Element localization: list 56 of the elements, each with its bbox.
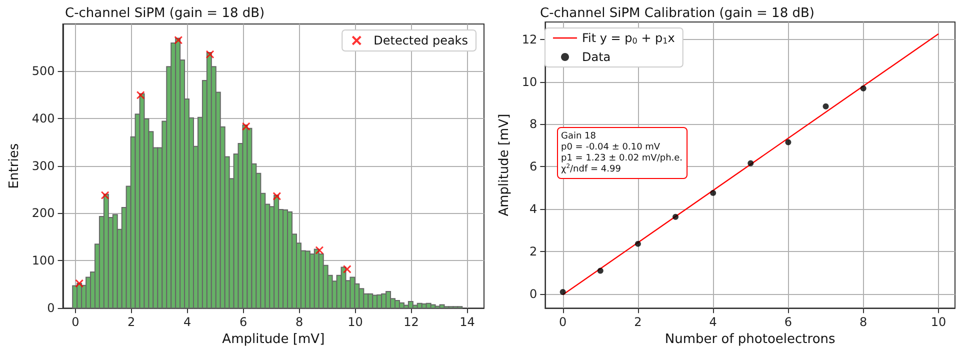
point (272, 192, 282, 200)
point (75, 279, 84, 288)
x-tick-label: 0 (559, 315, 567, 330)
y-axis-title: Entries (7, 143, 22, 189)
point (785, 139, 792, 146)
x-tick-label: 10 (348, 315, 363, 330)
point (242, 122, 250, 131)
x-tick-label: 10 (930, 315, 946, 330)
y-tick-label: 0 (47, 301, 55, 316)
y-tick-label: 400 (32, 111, 55, 126)
point (710, 190, 716, 196)
point (206, 50, 214, 59)
point (100, 190, 110, 200)
annotation: p0 = -0.04 ± 0.10 mV (561, 142, 661, 152)
annotation: p1 = 1.23 ± 0.02 mV/ph.e. (561, 154, 683, 164)
x-axis-title: Number of photoelectrons (664, 332, 836, 347)
point (597, 268, 604, 274)
point (136, 90, 145, 100)
x-tick-label: 14 (460, 315, 475, 330)
x-axis-title: Amplitude [mV] (222, 332, 325, 347)
y-tick-label: 500 (32, 64, 55, 78)
point (672, 214, 679, 220)
annotation: Gain 18 (561, 132, 596, 142)
x-tick-label: 4 (184, 315, 192, 330)
y-tick-label: 100 (32, 254, 55, 268)
point (634, 240, 641, 247)
x-tick-label: 2 (128, 315, 136, 330)
legend-label: Detected peaks (374, 34, 468, 48)
x-tick-label: 2 (634, 315, 642, 330)
chart-title: C-channel SiPM (gain = 18 dB) (65, 6, 265, 21)
y-tick-label: 0 (530, 286, 538, 301)
point (860, 85, 866, 92)
x-tick-label: 6 (784, 315, 792, 330)
point (174, 36, 183, 44)
y-tick-label: 12 (522, 32, 538, 46)
point (822, 103, 829, 110)
y-tick-label: 6 (530, 160, 538, 174)
y-tick-label: 10 (522, 74, 538, 89)
x-tick-label: 0 (72, 315, 80, 330)
legend-label: Data (582, 50, 611, 64)
y-tick-label: 200 (32, 206, 55, 220)
x-tick-label: 6 (239, 315, 248, 330)
point (315, 246, 324, 254)
y-axis-title: Amplitude [mV] (497, 114, 512, 216)
y-tick-label: 2 (530, 244, 538, 258)
point (342, 264, 352, 274)
chart-title: C-channel SiPM Calibration (gain = 18 dB) (540, 6, 814, 21)
point (748, 160, 754, 166)
y-tick-label: 4 (530, 202, 538, 216)
y-tick-label: 8 (530, 117, 538, 132)
x-tick-label: 8 (860, 315, 868, 330)
x-tick-label: 4 (709, 315, 717, 330)
point (560, 288, 566, 295)
x-tick-label: 8 (295, 315, 304, 330)
y-tick-label: 300 (32, 158, 55, 173)
x-tick-label: 12 (404, 315, 419, 330)
